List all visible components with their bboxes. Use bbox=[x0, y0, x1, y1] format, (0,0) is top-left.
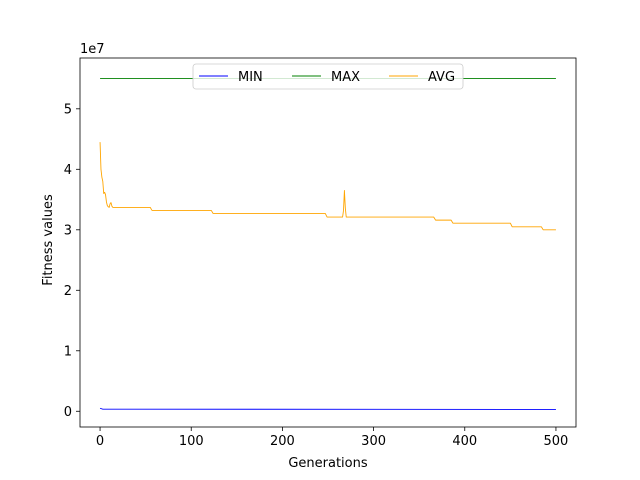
y-tick-label: 0 bbox=[64, 405, 72, 420]
series-line-min bbox=[99, 407, 556, 410]
y-tick-label: 3 bbox=[64, 223, 72, 238]
legend-label-min: MIN bbox=[238, 70, 263, 85]
x-tick-label: 100 bbox=[179, 434, 204, 449]
y-tick-label: 5 bbox=[64, 102, 72, 117]
x-tick-label: 300 bbox=[361, 434, 386, 449]
plot-frame bbox=[79, 57, 577, 428]
y-tick-label: 2 bbox=[64, 284, 72, 299]
x-axis-label: Generations bbox=[288, 456, 368, 471]
y-tick-label: 1 bbox=[64, 344, 72, 359]
legend-label-avg: AVG bbox=[428, 70, 455, 85]
legend-label-max: MAX bbox=[331, 70, 360, 85]
y-axis-offset-text: 1e7 bbox=[80, 42, 105, 57]
legend-box bbox=[192, 63, 464, 90]
series-line-avg bbox=[99, 142, 556, 231]
legend: MIN MAX AVG bbox=[192, 63, 464, 90]
x-tick-label: 400 bbox=[452, 434, 477, 449]
y-tick-label: 4 bbox=[64, 163, 72, 178]
y-axis-label: Fitness values bbox=[41, 194, 56, 286]
x-tick-label: 500 bbox=[544, 434, 569, 449]
x-tick-label: 200 bbox=[270, 434, 295, 449]
x-tick-label: 0 bbox=[96, 434, 104, 449]
